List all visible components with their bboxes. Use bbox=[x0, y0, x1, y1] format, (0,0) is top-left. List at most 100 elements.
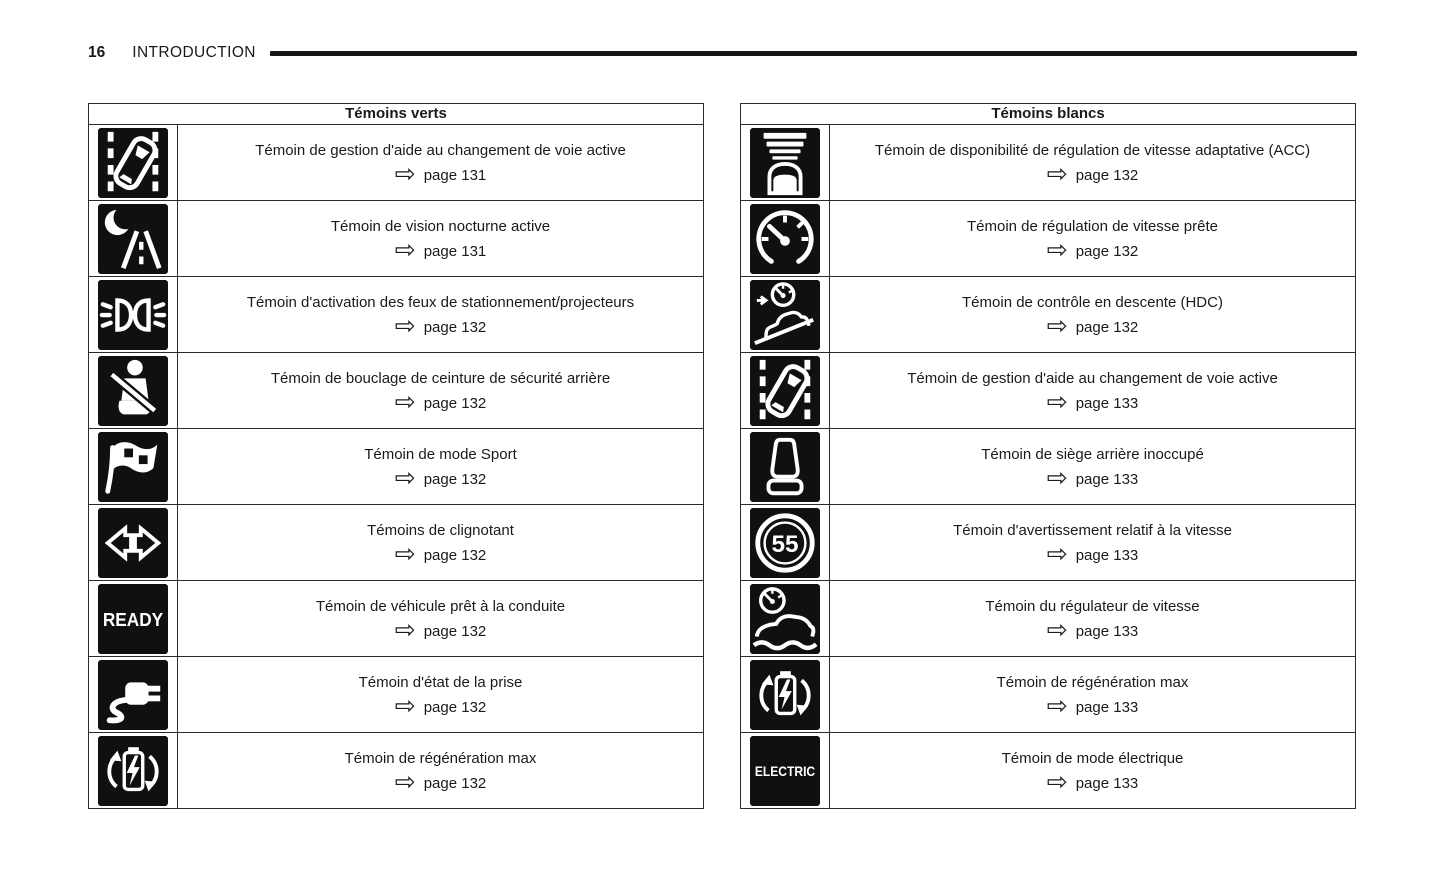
page-reference: ⇨ page 132 bbox=[394, 464, 487, 492]
indicator-label: Témoin d'état de la prise bbox=[358, 673, 523, 691]
page-ref-text: page 133 bbox=[1075, 698, 1139, 716]
page-ref-text: page 132 bbox=[423, 698, 487, 716]
header-rule bbox=[269, 50, 1357, 56]
page-arrow-icon: ⇨ bbox=[394, 692, 416, 720]
cruise-control-icon bbox=[750, 583, 820, 654]
indicator-label: Témoin de mode Sport bbox=[364, 445, 517, 463]
icon-cell bbox=[89, 429, 178, 504]
indicator-row: Témoin de gestion d'aide au changement d… bbox=[89, 125, 703, 201]
indicator-row: Témoin du régulateur de vitesse ⇨ page 1… bbox=[741, 581, 1355, 657]
page-ref-text: page 133 bbox=[1075, 622, 1139, 640]
icon-cell: 55 bbox=[741, 505, 830, 580]
page-reference: ⇨ page 131 bbox=[394, 236, 487, 264]
page-arrow-icon: ⇨ bbox=[1046, 388, 1068, 416]
page-arrow-icon: ⇨ bbox=[394, 236, 416, 264]
indicator-info: Témoin d'avertissement relatif à la vite… bbox=[830, 505, 1355, 580]
indicator-label: Témoin de siège arrière inoccupé bbox=[981, 445, 1204, 463]
table-title: Témoins verts bbox=[89, 104, 703, 125]
indicator-info: Témoin de mode électrique ⇨ page 133 bbox=[830, 733, 1355, 808]
table-title: Témoins blancs bbox=[741, 104, 1355, 125]
page-arrow-icon: ⇨ bbox=[394, 616, 416, 644]
page-reference: ⇨ page 132 bbox=[394, 312, 487, 340]
electric-mode-icon: ELECTRIC bbox=[750, 735, 820, 806]
icon-cell bbox=[89, 353, 178, 428]
turn-signal-icon bbox=[98, 507, 168, 578]
table-body: Témoin de gestion d'aide au changement d… bbox=[89, 125, 703, 808]
speed-warning-icon: 55 bbox=[750, 507, 820, 578]
lane-change-assist-icon bbox=[98, 127, 168, 198]
green-indicators-table: Témoins verts Témoin de gestion d'aide a… bbox=[88, 103, 704, 809]
page-ref-text: page 133 bbox=[1075, 394, 1139, 412]
page-arrow-icon: ⇨ bbox=[1046, 236, 1068, 264]
indicator-label: Témoin de véhicule prêt à la conduite bbox=[315, 597, 566, 615]
indicator-label: Témoin de bouclage de ceinture de sécuri… bbox=[270, 369, 611, 387]
page-arrow-icon: ⇨ bbox=[1046, 768, 1068, 796]
indicator-row: Témoins de clignotant ⇨ page 132 bbox=[89, 505, 703, 581]
indicator-row: Témoin de contrôle en descente (HDC) ⇨ p… bbox=[741, 277, 1355, 353]
icon-cell bbox=[89, 657, 178, 732]
page-ref-text: page 132 bbox=[423, 318, 487, 336]
page-ref-text: page 131 bbox=[423, 242, 487, 260]
page-reference: ⇨ page 133 bbox=[1046, 616, 1139, 644]
page-reference: ⇨ page 132 bbox=[394, 540, 487, 568]
page-ref-text: page 132 bbox=[423, 394, 487, 412]
icon-cell bbox=[741, 353, 830, 428]
page-arrow-icon: ⇨ bbox=[394, 464, 416, 492]
indicator-info: Témoin d'état de la prise ⇨ page 132 bbox=[178, 657, 703, 732]
parking-lights-icon bbox=[98, 279, 168, 350]
page-ref-text: page 132 bbox=[1075, 318, 1139, 336]
page-reference: ⇨ page 133 bbox=[1046, 540, 1139, 568]
page-arrow-icon: ⇨ bbox=[1046, 540, 1068, 568]
page-ref-text: page 132 bbox=[423, 470, 487, 488]
page-reference: ⇨ page 132 bbox=[1047, 314, 1139, 339]
page-ref-text: page 132 bbox=[423, 546, 487, 564]
indicator-row: Témoin d'état de la prise ⇨ page 132 bbox=[89, 657, 703, 733]
regen-max-icon bbox=[750, 659, 820, 730]
page-reference: ⇨ page 132 bbox=[394, 388, 487, 416]
indicator-info: Témoin de gestion d'aide au changement d… bbox=[178, 125, 703, 200]
svg-text:55: 55 bbox=[771, 530, 798, 557]
page-ref-text: page 132 bbox=[423, 774, 487, 792]
page-arrow-icon: ⇨ bbox=[394, 768, 416, 796]
speedometer-icon bbox=[750, 203, 820, 274]
hill-descent-icon bbox=[750, 279, 820, 350]
indicator-info: Témoin de mode Sport ⇨ page 132 bbox=[178, 429, 703, 504]
icon-cell bbox=[741, 581, 830, 656]
icon-cell bbox=[89, 201, 178, 276]
indicator-row: Témoin de régulation de vitesse prête ⇨ … bbox=[741, 201, 1355, 277]
page-arrow-icon: ⇨ bbox=[1046, 464, 1068, 492]
page-ref-text: page 133 bbox=[1075, 546, 1139, 564]
icon-cell bbox=[89, 733, 178, 808]
indicator-info: Témoin de siège arrière inoccupé ⇨ page … bbox=[830, 429, 1355, 504]
indicator-info: Témoin de régénération max ⇨ page 133 bbox=[830, 657, 1355, 732]
indicator-label: Témoin de mode électrique bbox=[1001, 749, 1184, 767]
icon-cell bbox=[741, 429, 830, 504]
rear-seat-icon bbox=[750, 431, 820, 502]
page-ref-text: page 132 bbox=[1075, 166, 1139, 184]
indicator-info: Témoin de bouclage de ceinture de sécuri… bbox=[178, 353, 703, 428]
indicator-row: Témoin de disponibilité de régulation de… bbox=[741, 125, 1355, 201]
charging-plug-icon bbox=[98, 659, 168, 730]
indicator-label: Témoin de contrôle en descente (HDC) bbox=[962, 293, 1223, 311]
page-reference: ⇨ page 133 bbox=[1046, 768, 1139, 796]
page-arrow-icon: ⇨ bbox=[1046, 692, 1068, 720]
ready-icon: READY bbox=[98, 583, 168, 654]
page-arrow-icon: ⇨ bbox=[394, 388, 416, 416]
page-arrow-icon: ⇨ bbox=[394, 160, 416, 188]
icon-cell bbox=[89, 505, 178, 580]
icon-cell: ELECTRIC bbox=[741, 733, 830, 808]
page-reference: ⇨ page 132 bbox=[1046, 160, 1139, 188]
page-arrow-icon: ⇨ bbox=[1046, 616, 1068, 644]
icon-cell bbox=[89, 277, 178, 352]
page-arrow-icon: ⇨ bbox=[394, 312, 416, 340]
indicator-row: READY Témoin de véhicule prêt à la condu… bbox=[89, 581, 703, 657]
indicator-label: Témoin de régénération max bbox=[996, 673, 1189, 691]
indicator-row: 55 Témoin d'avertissement relatif à la v… bbox=[741, 505, 1355, 581]
page-arrow-icon: ⇨ bbox=[1046, 160, 1068, 188]
icon-cell bbox=[741, 201, 830, 276]
page-arrow-icon: ⇨ bbox=[394, 540, 416, 568]
indicator-label: Témoin d'avertissement relatif à la vite… bbox=[953, 521, 1232, 539]
indicator-label: Témoin de régulation de vitesse prête bbox=[967, 217, 1218, 235]
icon-cell bbox=[741, 657, 830, 732]
page-ref-text: page 133 bbox=[1075, 470, 1139, 488]
